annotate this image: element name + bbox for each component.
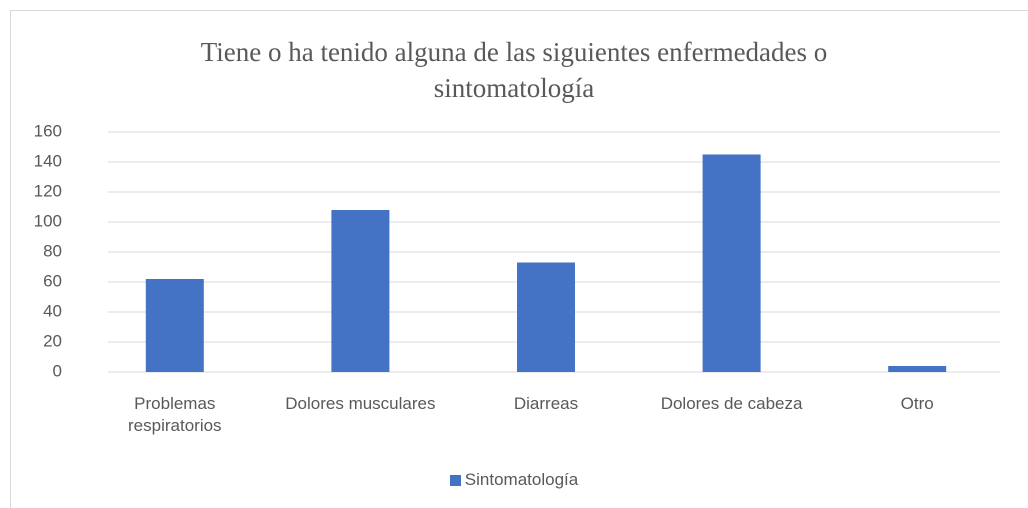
y-tick-label: 120 [34,181,62,200]
x-tick-label: Diarreas [513,394,579,413]
bar [331,210,390,372]
y-tick-label: 80 [43,241,62,260]
x-tick-label: Dolores musculares [285,394,436,413]
chart-title: Tiene o ha tenido alguna de las siguient… [200,37,828,103]
x-tick-label: Problemas respiratorios [128,394,222,435]
legend-swatch [449,475,461,486]
y-tick-label: 140 [34,151,62,170]
x-tick-label: Otro [900,394,934,413]
y-tick-label: 60 [43,271,62,290]
legend: Sintomatología [0,470,1028,490]
y-tick-label: 40 [43,301,62,320]
bar [888,366,947,372]
chart-border [10,10,1028,508]
legend-label: Sintomatología [464,470,579,489]
y-tick-label: 100 [34,211,62,230]
x-tick-label: Dolores de cabeza [660,394,803,413]
y-tick-label: 20 [43,331,62,350]
bar [702,154,761,372]
y-tick-label: 0 [53,361,62,380]
y-tick-label: 160 [34,121,62,140]
bar [517,262,575,372]
bar [145,279,204,372]
